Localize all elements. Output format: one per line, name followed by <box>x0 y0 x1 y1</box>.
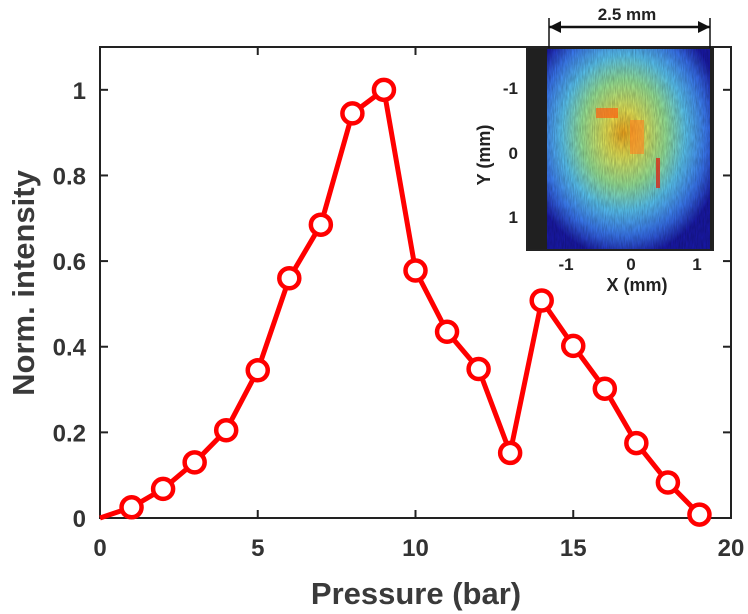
data-point <box>308 212 334 237</box>
y-tick-label: 0.8 <box>53 163 86 190</box>
series-layer <box>99 77 712 527</box>
inset-x-title: X (mm) <box>606 275 667 295</box>
y-tick-label: 0.2 <box>53 420 86 447</box>
data-point <box>529 288 554 313</box>
inset-right-border <box>710 48 713 250</box>
x-axis-title: Pressure (bar) <box>311 576 521 611</box>
data-point <box>561 333 586 359</box>
inset-y-tick-0: 0 <box>509 144 518 163</box>
scale-bar-arrow-right <box>698 21 710 33</box>
inset-y-title: Y (mm) <box>474 125 494 186</box>
data-point <box>592 376 618 401</box>
data-point <box>466 356 491 382</box>
inset-x-tick-neg1: -1 <box>558 255 573 274</box>
inset-frame <box>526 47 714 251</box>
inset-heatmap-texture <box>547 48 710 250</box>
x-tick-label: 20 <box>718 535 745 562</box>
data-point <box>277 265 302 291</box>
data-point <box>213 417 239 443</box>
x-tick-label: 10 <box>402 535 429 562</box>
data-point <box>655 470 681 495</box>
data-point <box>434 319 460 344</box>
y-tick-label: 0 <box>73 506 86 533</box>
inset-y-tick-1: 1 <box>509 208 518 227</box>
x-tick-label: 15 <box>560 535 587 562</box>
data-point <box>340 101 365 126</box>
hotspot-2 <box>630 120 644 154</box>
x-tick-label: 5 <box>251 535 264 562</box>
data-point <box>150 476 176 502</box>
data-point <box>403 258 428 283</box>
y-axis-title: Norm. intensity <box>6 169 41 395</box>
inset-y-tick-neg1: -1 <box>503 79 518 98</box>
data-point <box>687 502 712 527</box>
hotspot-1 <box>596 108 618 118</box>
hotspot-3 <box>656 158 660 188</box>
y-tick-label: 0.4 <box>53 335 87 362</box>
x-tick-label: 0 <box>93 535 106 562</box>
inset-x-tick-0: 0 <box>626 255 635 274</box>
data-point <box>119 495 144 520</box>
inset-x-tick-1: 1 <box>692 255 701 274</box>
scale-bar-label: 2.5 mm <box>598 5 657 24</box>
data-point <box>245 358 270 383</box>
data-point <box>624 430 649 456</box>
scale-bar-arrow-left <box>549 21 561 33</box>
data-point <box>182 450 207 475</box>
data-point <box>497 440 523 466</box>
y-tick-label: 0.6 <box>53 249 86 276</box>
data-point <box>371 77 397 103</box>
y-tick-label: 1 <box>73 78 86 105</box>
inset-heatmap: 2.5 mm -1 0 1 -1 0 1 X (mm) Y (mm) <box>474 5 714 295</box>
inset-left-border <box>527 48 547 250</box>
